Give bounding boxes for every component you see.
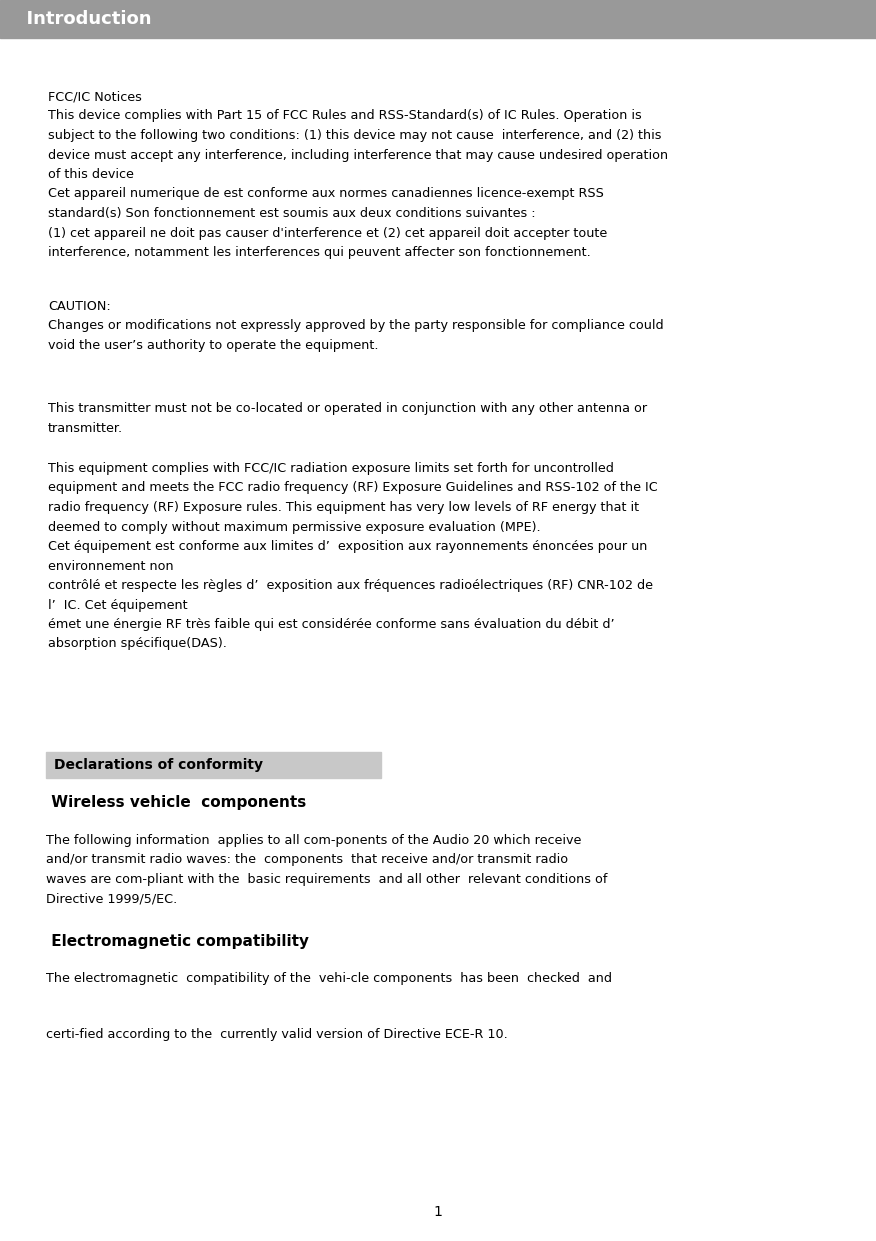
Text: equipment and meets the FCC radio frequency (RF) Exposure Guidelines and RSS-102: equipment and meets the FCC radio freque… — [48, 482, 658, 494]
Text: transmitter.: transmitter. — [48, 422, 124, 434]
Text: void the user’s authority to operate the equipment.: void the user’s authority to operate the… — [48, 339, 378, 352]
Text: The following information  applies to all com-ponents of the Audio 20 which rece: The following information applies to all… — [46, 834, 582, 848]
Text: certi-fied according to the  currently valid version of Directive ECE-R 10.: certi-fied according to the currently va… — [46, 1028, 508, 1041]
Text: standard(s) Son fonctionnement est soumis aux deux conditions suivantes :: standard(s) Son fonctionnement est soumi… — [48, 207, 535, 220]
Text: FCC/IC Notices: FCC/IC Notices — [48, 91, 142, 103]
Text: 1: 1 — [434, 1205, 442, 1219]
Text: This device complies with Part 15 of FCC Rules and RSS-Standard(s) of IC Rules. : This device complies with Part 15 of FCC… — [48, 109, 642, 123]
Text: contrôlé et respecte les règles d’  exposition aux fréquences radioélectriques (: contrôlé et respecte les règles d’ expos… — [48, 580, 653, 592]
Bar — [46, 752, 381, 778]
Text: radio frequency (RF) Exposure rules. This equipment has very low levels of RF en: radio frequency (RF) Exposure rules. Thi… — [48, 501, 639, 514]
Text: interference, notamment les interferences qui peuvent affecter son fonctionnemen: interference, notamment les interference… — [48, 246, 590, 259]
Text: environnement non: environnement non — [48, 560, 173, 572]
Text: Changes or modifications not expressly approved by the party responsible for com: Changes or modifications not expressly a… — [48, 319, 664, 333]
Text: of this device: of this device — [48, 168, 134, 181]
Text: Directive 1999/5/EC.: Directive 1999/5/EC. — [46, 892, 177, 906]
Text: absorption spécifique(DAS).: absorption spécifique(DAS). — [48, 638, 227, 650]
Text: subject to the following two conditions: (1) this device may not cause  interfer: subject to the following two conditions:… — [48, 129, 661, 141]
Text: Wireless vehicle  components: Wireless vehicle components — [46, 795, 307, 810]
Text: Cet équipement est conforme aux limites d’  exposition aux rayonnements énoncées: Cet équipement est conforme aux limites … — [48, 540, 647, 553]
Text: l’  IC. Cet équipement: l’ IC. Cet équipement — [48, 598, 187, 612]
Text: Cet appareil numerique de est conforme aux normes canadiennes licence-exempt RSS: Cet appareil numerique de est conforme a… — [48, 187, 604, 201]
Text: CAUTION:: CAUTION: — [48, 300, 110, 313]
Text: The electromagnetic  compatibility of the  vehi-cle components  has been  checke: The electromagnetic compatibility of the… — [46, 972, 612, 985]
Text: and/or transmit radio waves: the  components  that receive and/or transmit radio: and/or transmit radio waves: the compone… — [46, 854, 569, 866]
Bar — [0, 0, 876, 38]
Text: émet une énergie RF très faible qui est considérée conforme sans évaluation du d: émet une énergie RF très faible qui est … — [48, 618, 615, 630]
Text: Introduction: Introduction — [14, 10, 152, 29]
Text: deemed to comply without maximum permissive exposure evaluation (MPE).: deemed to comply without maximum permiss… — [48, 520, 540, 534]
Text: This equipment complies with FCC/IC radiation exposure limits set forth for unco: This equipment complies with FCC/IC radi… — [48, 462, 614, 475]
Text: device must accept any interference, including interference that may cause undes: device must accept any interference, inc… — [48, 149, 668, 161]
Text: (1) cet appareil ne doit pas causer d'interference et (2) cet appareil doit acce: (1) cet appareil ne doit pas causer d'in… — [48, 227, 607, 240]
Text: This transmitter must not be co-located or operated in conjunction with any othe: This transmitter must not be co-located … — [48, 402, 647, 414]
Text: Declarations of conformity: Declarations of conformity — [54, 758, 263, 772]
Text: waves are com-pliant with the  basic requirements  and all other  relevant condi: waves are com-pliant with the basic requ… — [46, 872, 607, 886]
Text: Electromagnetic compatibility: Electromagnetic compatibility — [46, 934, 309, 949]
